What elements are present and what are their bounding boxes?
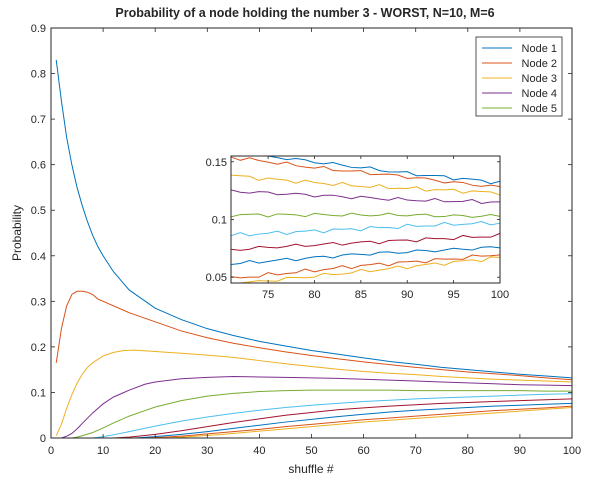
inset-y-axis-ticks: 0.05 0.1 0.15: [206, 157, 500, 284]
inset-x-tick-label: 90: [401, 289, 413, 301]
legend-label: Node 3: [522, 73, 557, 85]
series-line-4: [61, 375, 573, 439]
y-tick-label: 0.3: [31, 296, 46, 308]
legend-label: Node 1: [522, 43, 557, 55]
inset-x-tick-label: 75: [262, 289, 274, 301]
x-tick-label: 100: [563, 445, 581, 457]
legend-label: Node 4: [522, 88, 557, 100]
y-tick-label: 0.7: [31, 114, 46, 126]
x-axis-label: shuffle #: [288, 462, 333, 476]
x-tick-label: 50: [305, 445, 317, 457]
inset-zoom-plot: 75 80 85 90 95 100 0.05 0.1 0.15: [206, 155, 509, 301]
y-tick-label: 0.8: [31, 69, 46, 81]
series-line-10: [155, 406, 573, 439]
inset-y-tick-label: 0.15: [206, 157, 227, 169]
inset-x-tick-label: 95: [447, 289, 459, 301]
main-series-lines: [55, 59, 573, 439]
series-line-7: [113, 398, 573, 439]
inset-series-line-5: [230, 212, 501, 218]
inset-series-line-6: [230, 221, 501, 237]
inset-x-tick-label: 100: [491, 289, 509, 301]
legend: Node 1 Node 2 Node 3 Node 4 Node 5: [475, 36, 563, 117]
inset-series-line-7: [230, 232, 501, 251]
y-axis-label: Probability: [10, 205, 24, 261]
inset-series-line-3: [230, 174, 501, 196]
legend-label: Node 2: [522, 58, 557, 70]
legend-items: Node 1 Node 2 Node 3 Node 4 Node 5: [482, 43, 557, 115]
x-tick-label: 20: [149, 445, 161, 457]
series-line-1: [55, 59, 573, 379]
inset-series-line-4: [230, 189, 501, 204]
series-line-2: [55, 290, 573, 381]
inset-y-tick-label: 0.1: [212, 215, 227, 227]
y-tick-label: 0: [40, 433, 46, 445]
inset-series-line-8: [230, 246, 501, 265]
x-tick-label: 0: [48, 445, 54, 457]
x-tick-label: 40: [253, 445, 265, 457]
y-tick-label: 0.9: [31, 23, 46, 35]
series-line-9: [144, 405, 573, 439]
inset-series-line-2: [230, 156, 501, 188]
inset-x-axis-ticks: 75 80 85 90 95 100: [262, 156, 509, 301]
x-axis-ticks: 0 10 20 30 40 50 60 70 80 90 100: [48, 28, 581, 457]
x-tick-label: 90: [514, 445, 526, 457]
inset-series-lines: [230, 155, 501, 284]
series-line-3: [55, 349, 573, 436]
y-tick-label: 0.6: [31, 160, 46, 172]
inset-x-tick-label: 85: [355, 289, 367, 301]
inset-y-tick-label: 0.05: [206, 272, 227, 284]
y-tick-label: 0.2: [31, 342, 46, 354]
inset-background: [231, 156, 500, 283]
inset-x-tick-label: 80: [308, 289, 320, 301]
series-line-8: [134, 402, 573, 439]
x-tick-label: 80: [462, 445, 474, 457]
x-tick-label: 60: [357, 445, 369, 457]
legend-label: Node 5: [522, 103, 557, 115]
series-line-5: [71, 389, 572, 439]
inset-series-line-1: [231, 155, 501, 185]
y-tick-label: 0.4: [31, 251, 46, 263]
x-tick-label: 70: [410, 445, 422, 457]
y-axis-ticks: 0 0.1 0.2 0.3 0.4 0.5 0.6 0.7 0.8 0.9: [31, 23, 572, 445]
y-tick-label: 0.1: [31, 387, 46, 399]
series-line-6: [92, 393, 573, 439]
inset-series-line-9: [230, 254, 501, 279]
x-tick-label: 30: [201, 445, 213, 457]
y-tick-label: 0.5: [31, 205, 46, 217]
x-tick-label: 10: [97, 445, 109, 457]
legend-box: [475, 36, 563, 117]
chart-title: Probability of a node holding the number…: [115, 6, 494, 20]
inset-series-line-10: [231, 256, 501, 284]
